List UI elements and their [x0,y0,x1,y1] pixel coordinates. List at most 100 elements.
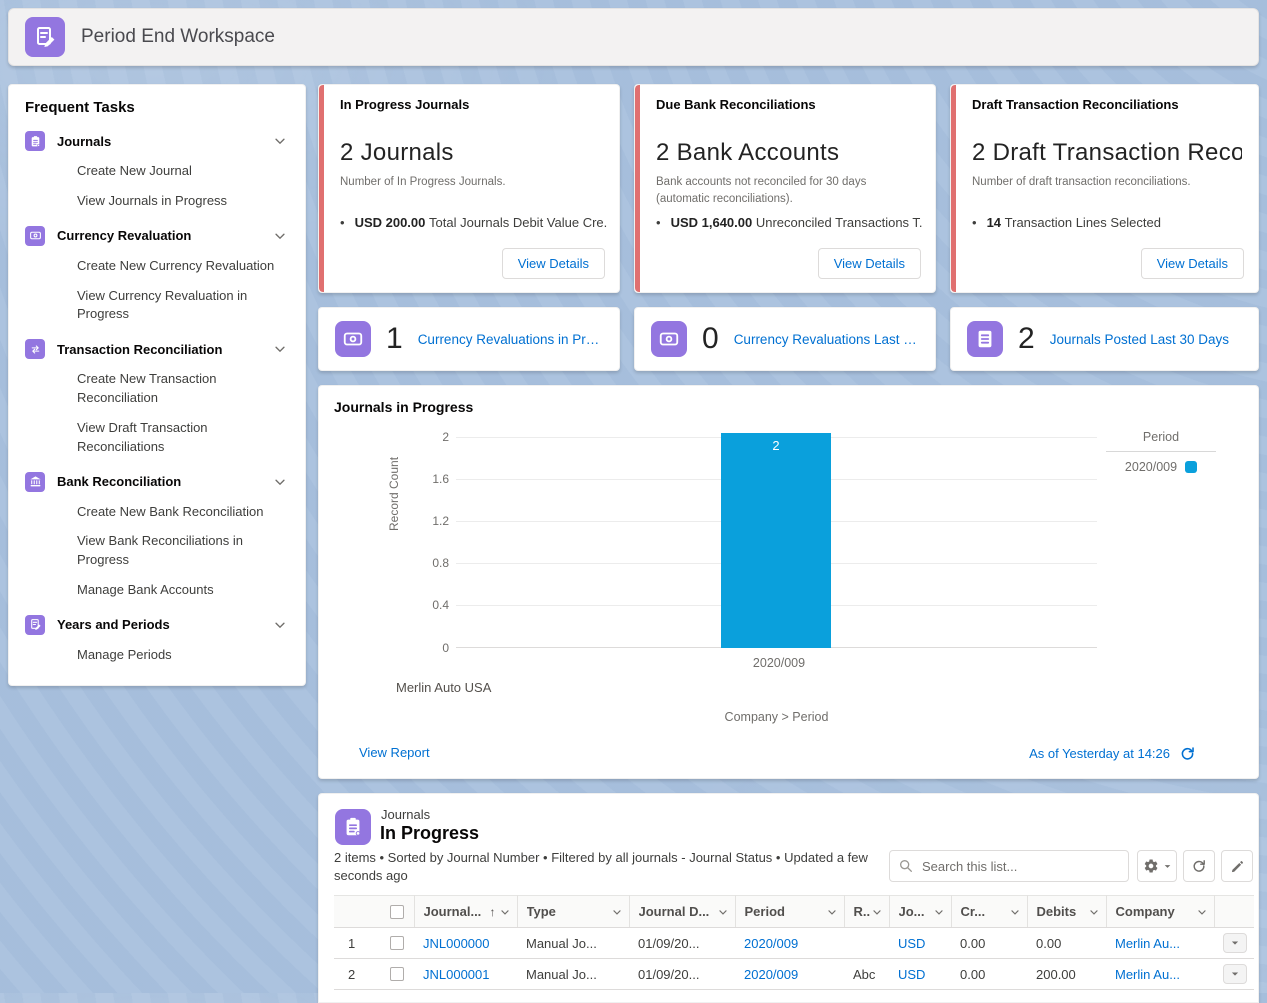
sidebar-item-create-new-transaction-reconciliation[interactable]: Create New Transaction Reconciliation [25,370,291,408]
column-header-jo[interactable]: Jo... [889,896,951,928]
kpi-title: In Progress Journals [340,97,603,112]
cell-journal-date: 01/09/20... [629,959,735,990]
column-menu-icon [871,906,883,918]
list-view-title: In Progress [380,823,479,844]
list-refresh-button[interactable] [1183,850,1215,882]
stat-link-currency-revaluations-last-30[interactable]: Currency Revaluations Last 30 ... [734,332,921,347]
period-link[interactable]: 2020/009 [744,967,798,982]
caret-down-icon [1163,862,1172,871]
kpi-headline: 2 Bank Accounts [656,139,919,167]
sidebar-item-view-bank-reconciliations-in-progress[interactable]: View Bank Reconciliations in Progress [25,532,291,570]
frequent-tasks-title: Frequent Tasks [25,99,291,116]
view-details-button[interactable]: View Details [1141,248,1244,279]
column-menu-icon [611,906,623,918]
column-menu-icon [933,906,945,918]
list-meta-text: 2 items • Sorted by Journal Number • Fil… [334,849,894,885]
legend-item-2020-009[interactable]: 2020/009 [1106,460,1216,474]
row-number: 1 [334,928,381,959]
sidebar-item-view-journals-in-progress[interactable]: View Journals in Progress [25,192,291,211]
chart-bar-2020-009[interactable]: 2 [721,433,831,648]
chevron-down-icon [273,475,287,489]
column-header-company[interactable]: Company [1106,896,1214,928]
cell-journal-date: 01/09/20... [629,928,735,959]
list-search [889,850,1129,882]
sidebar-item-create-new-bank-reconciliation[interactable]: Create New Bank Reconciliation [25,503,291,522]
list-edit-button[interactable] [1221,850,1253,882]
period-link[interactable]: 2020/009 [744,936,798,951]
row-actions-button[interactable] [1223,964,1247,984]
column-header-journal-date[interactable]: Journal D... [629,896,735,928]
gear-icon [1143,858,1159,874]
column-menu-icon [717,906,729,918]
refresh-icon [1191,858,1207,874]
caret-down-icon [1230,969,1240,979]
column-header-journal-number[interactable]: Journal...↑ [414,896,517,928]
cell-debits: 0.00 [1027,928,1106,959]
actions-header [1214,896,1254,928]
kpi-bullet: •USD 1,640.00 Unreconciled Transactions … [656,215,923,230]
sidebar-item-manage-bank-accounts[interactable]: Manage Bank Accounts [25,581,291,600]
column-header-period[interactable]: Period [735,896,844,928]
row-checkbox[interactable] [390,936,404,950]
kpi-card-due-bank-reconciliations: Due Bank Reconciliations 2 Bank Accounts… [634,84,936,293]
column-menu-icon [1009,906,1021,918]
sidebar-section-currency-revaluation[interactable]: Currency Revaluation [25,226,291,246]
sort-ascending-icon: ↑ [490,905,496,919]
row-actions-button[interactable] [1223,933,1247,953]
select-all-checkbox[interactable] [390,905,404,919]
sidebar-section-years-and-periods[interactable]: Years and Periods [25,615,291,635]
page-title: Period End Workspace [81,26,275,48]
sidebar-section-bank-reconciliation[interactable]: Bank Reconciliation [25,472,291,492]
currency-revaluation-icon [651,321,687,357]
chart-bar-value-label: 2 [721,438,831,453]
kpi-description: Number of In Progress Journals. [340,174,603,191]
as-of-text: As of Yesterday at 14:26 [1029,746,1170,761]
chart-group-label: Merlin Auto USA [396,680,491,695]
currency-link[interactable]: USD [898,936,925,951]
kpi-alert-stripe [319,85,324,292]
currency-revaluation-icon [25,226,45,246]
view-details-button[interactable]: View Details [818,248,921,279]
refresh-icon[interactable] [1179,745,1196,762]
sidebar-section-transaction-reconciliation[interactable]: Transaction Reconciliation [25,339,291,359]
column-header-r[interactable]: R... [844,896,889,928]
company-link[interactable]: Merlin Au... [1115,936,1180,951]
kpi-title: Draft Transaction Reconciliations [972,97,1242,112]
view-report-link[interactable]: View Report [359,745,430,760]
sidebar-section-journals[interactable]: Journals [25,131,291,151]
column-header-credits[interactable]: Cr... [951,896,1027,928]
journal-number-link[interactable]: JNL000000 [423,936,490,951]
column-header-debits[interactable]: Debits [1027,896,1106,928]
sidebar-item-manage-periods[interactable]: Manage Periods [25,646,291,665]
sidebar-item-view-draft-transaction-reconciliations[interactable]: View Draft Transaction Reconciliations [25,419,291,457]
cell-r: Abc [844,959,889,990]
stat-value: 0 [702,322,719,356]
row-checkbox-cell [381,928,414,959]
stat-link-journals-posted-last-30[interactable]: Journals Posted Last 30 Days [1050,332,1229,347]
company-link[interactable]: Merlin Au... [1115,967,1180,982]
chevron-down-icon [273,342,287,356]
journals-icon [335,809,371,845]
column-menu-icon [1088,906,1100,918]
chart-axis-note: Company > Period [456,710,1097,724]
list-settings-button[interactable] [1137,850,1177,882]
row-checkbox[interactable] [390,967,404,981]
column-header-type[interactable]: Type [517,896,629,928]
cell-r [844,928,889,959]
stat-card-journals-posted-last-30: 2 Journals Posted Last 30 Days [950,307,1259,371]
search-icon [898,858,914,874]
chart-plot-area: 2 [456,437,1097,648]
sidebar-item-create-new-journal[interactable]: Create New Journal [25,162,291,181]
journal-number-link[interactable]: JNL000001 [423,967,490,982]
table-header-row: Journal...↑ Type Journal D... Period R..… [334,896,1254,928]
kpi-card-draft-transaction-reconciliations: Draft Transaction Reconciliations 2 Draf… [950,84,1259,293]
view-details-button[interactable]: View Details [502,248,605,279]
stat-card-currency-revaluations-last-30: 0 Currency Revaluations Last 30 ... [634,307,936,371]
currency-link[interactable]: USD [898,967,925,982]
search-input[interactable] [889,850,1129,882]
sidebar-item-create-new-currency-revaluation[interactable]: Create New Currency Revaluation [25,257,291,276]
cell-credits: 0.00 [951,928,1027,959]
chevron-down-icon [273,134,287,148]
sidebar-item-view-currency-revaluation-in-progress[interactable]: View Currency Revaluation in Progress [25,287,291,325]
stat-link-currency-revaluations-in-progress[interactable]: Currency Revaluations in Progr... [418,332,605,347]
